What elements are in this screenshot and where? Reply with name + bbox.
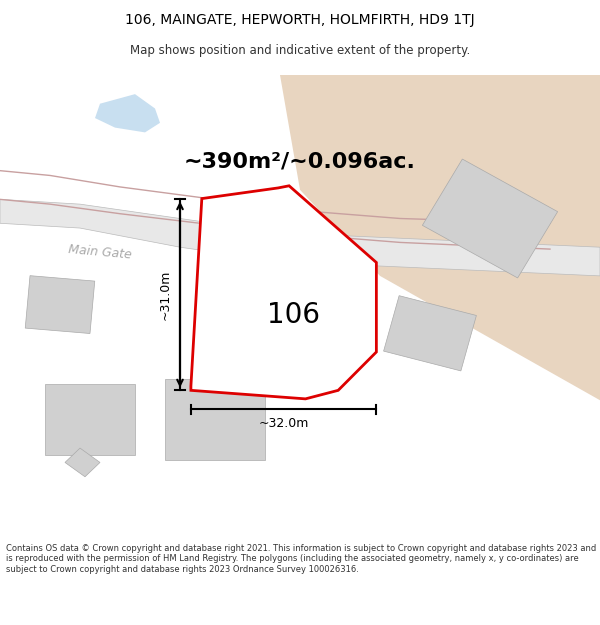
Polygon shape xyxy=(45,384,135,455)
Text: Contains OS data © Crown copyright and database right 2021. This information is : Contains OS data © Crown copyright and d… xyxy=(6,544,596,574)
Polygon shape xyxy=(191,186,376,399)
Polygon shape xyxy=(422,159,557,278)
Polygon shape xyxy=(95,94,160,132)
Polygon shape xyxy=(25,276,95,334)
Text: Main Gate: Main Gate xyxy=(68,242,132,261)
Polygon shape xyxy=(383,296,476,371)
Text: ~31.0m: ~31.0m xyxy=(158,269,172,319)
Text: 106: 106 xyxy=(266,301,320,329)
Text: 106, MAINGATE, HEPWORTH, HOLMFIRTH, HD9 1TJ: 106, MAINGATE, HEPWORTH, HOLMFIRTH, HD9 … xyxy=(125,12,475,26)
Polygon shape xyxy=(65,448,100,477)
Text: ~32.0m: ~32.0m xyxy=(259,418,309,431)
Polygon shape xyxy=(220,75,600,161)
Polygon shape xyxy=(165,379,265,460)
Text: ~390m²/~0.096ac.: ~390m²/~0.096ac. xyxy=(184,151,416,171)
Text: Map shows position and indicative extent of the property.: Map shows position and indicative extent… xyxy=(130,44,470,58)
Polygon shape xyxy=(220,75,600,400)
Polygon shape xyxy=(0,199,600,276)
